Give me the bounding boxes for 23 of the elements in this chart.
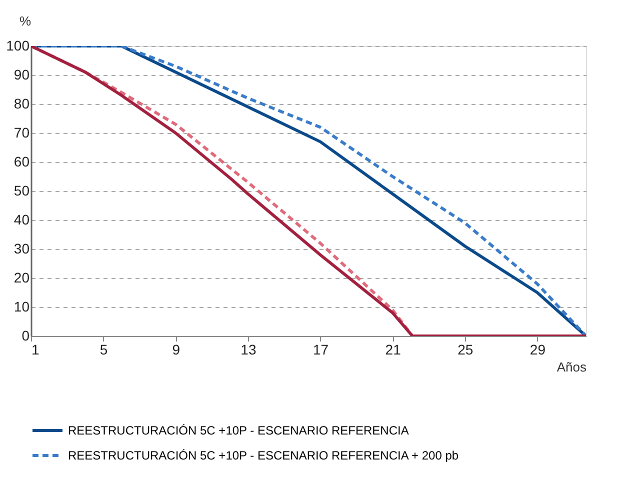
y-tick-label: 40 bbox=[14, 212, 30, 228]
y-tick-label: 100 bbox=[6, 38, 30, 54]
y-tick-label: 20 bbox=[14, 270, 30, 286]
y-tick-label: 60 bbox=[14, 154, 30, 170]
x-tick-label: 25 bbox=[458, 342, 474, 358]
x-tick-label: 5 bbox=[100, 342, 108, 358]
y-axis-title: % bbox=[20, 14, 32, 28]
legend-label: REESTRUCTURACIÓN 5C +10P - ESCENARIO REFERENCIA + 200 pb bbox=[68, 448, 459, 462]
x-tick-label: 9 bbox=[172, 342, 180, 358]
legend-label: REESTRUCTURACIÓN 5C +10P - ESCENARIO REFERENCIA bbox=[68, 424, 409, 438]
x-tick-label: 17 bbox=[312, 342, 329, 358]
y-tick-label: 30 bbox=[14, 240, 30, 256]
x-tick-label: 1 bbox=[32, 342, 40, 358]
y-tick-label: 0 bbox=[22, 328, 30, 344]
x-tick-label: 29 bbox=[530, 342, 546, 358]
x-axis-title: Años bbox=[556, 360, 587, 374]
y-tick-label: 90 bbox=[14, 66, 30, 82]
x-tick-label: 21 bbox=[385, 342, 402, 358]
x-tick-label: 13 bbox=[240, 342, 256, 358]
y-tick-label: 80 bbox=[14, 96, 30, 112]
y-tick-label: 50 bbox=[14, 182, 30, 198]
y-tick-label: 10 bbox=[14, 298, 30, 314]
y-tick-label: 70 bbox=[14, 124, 30, 140]
